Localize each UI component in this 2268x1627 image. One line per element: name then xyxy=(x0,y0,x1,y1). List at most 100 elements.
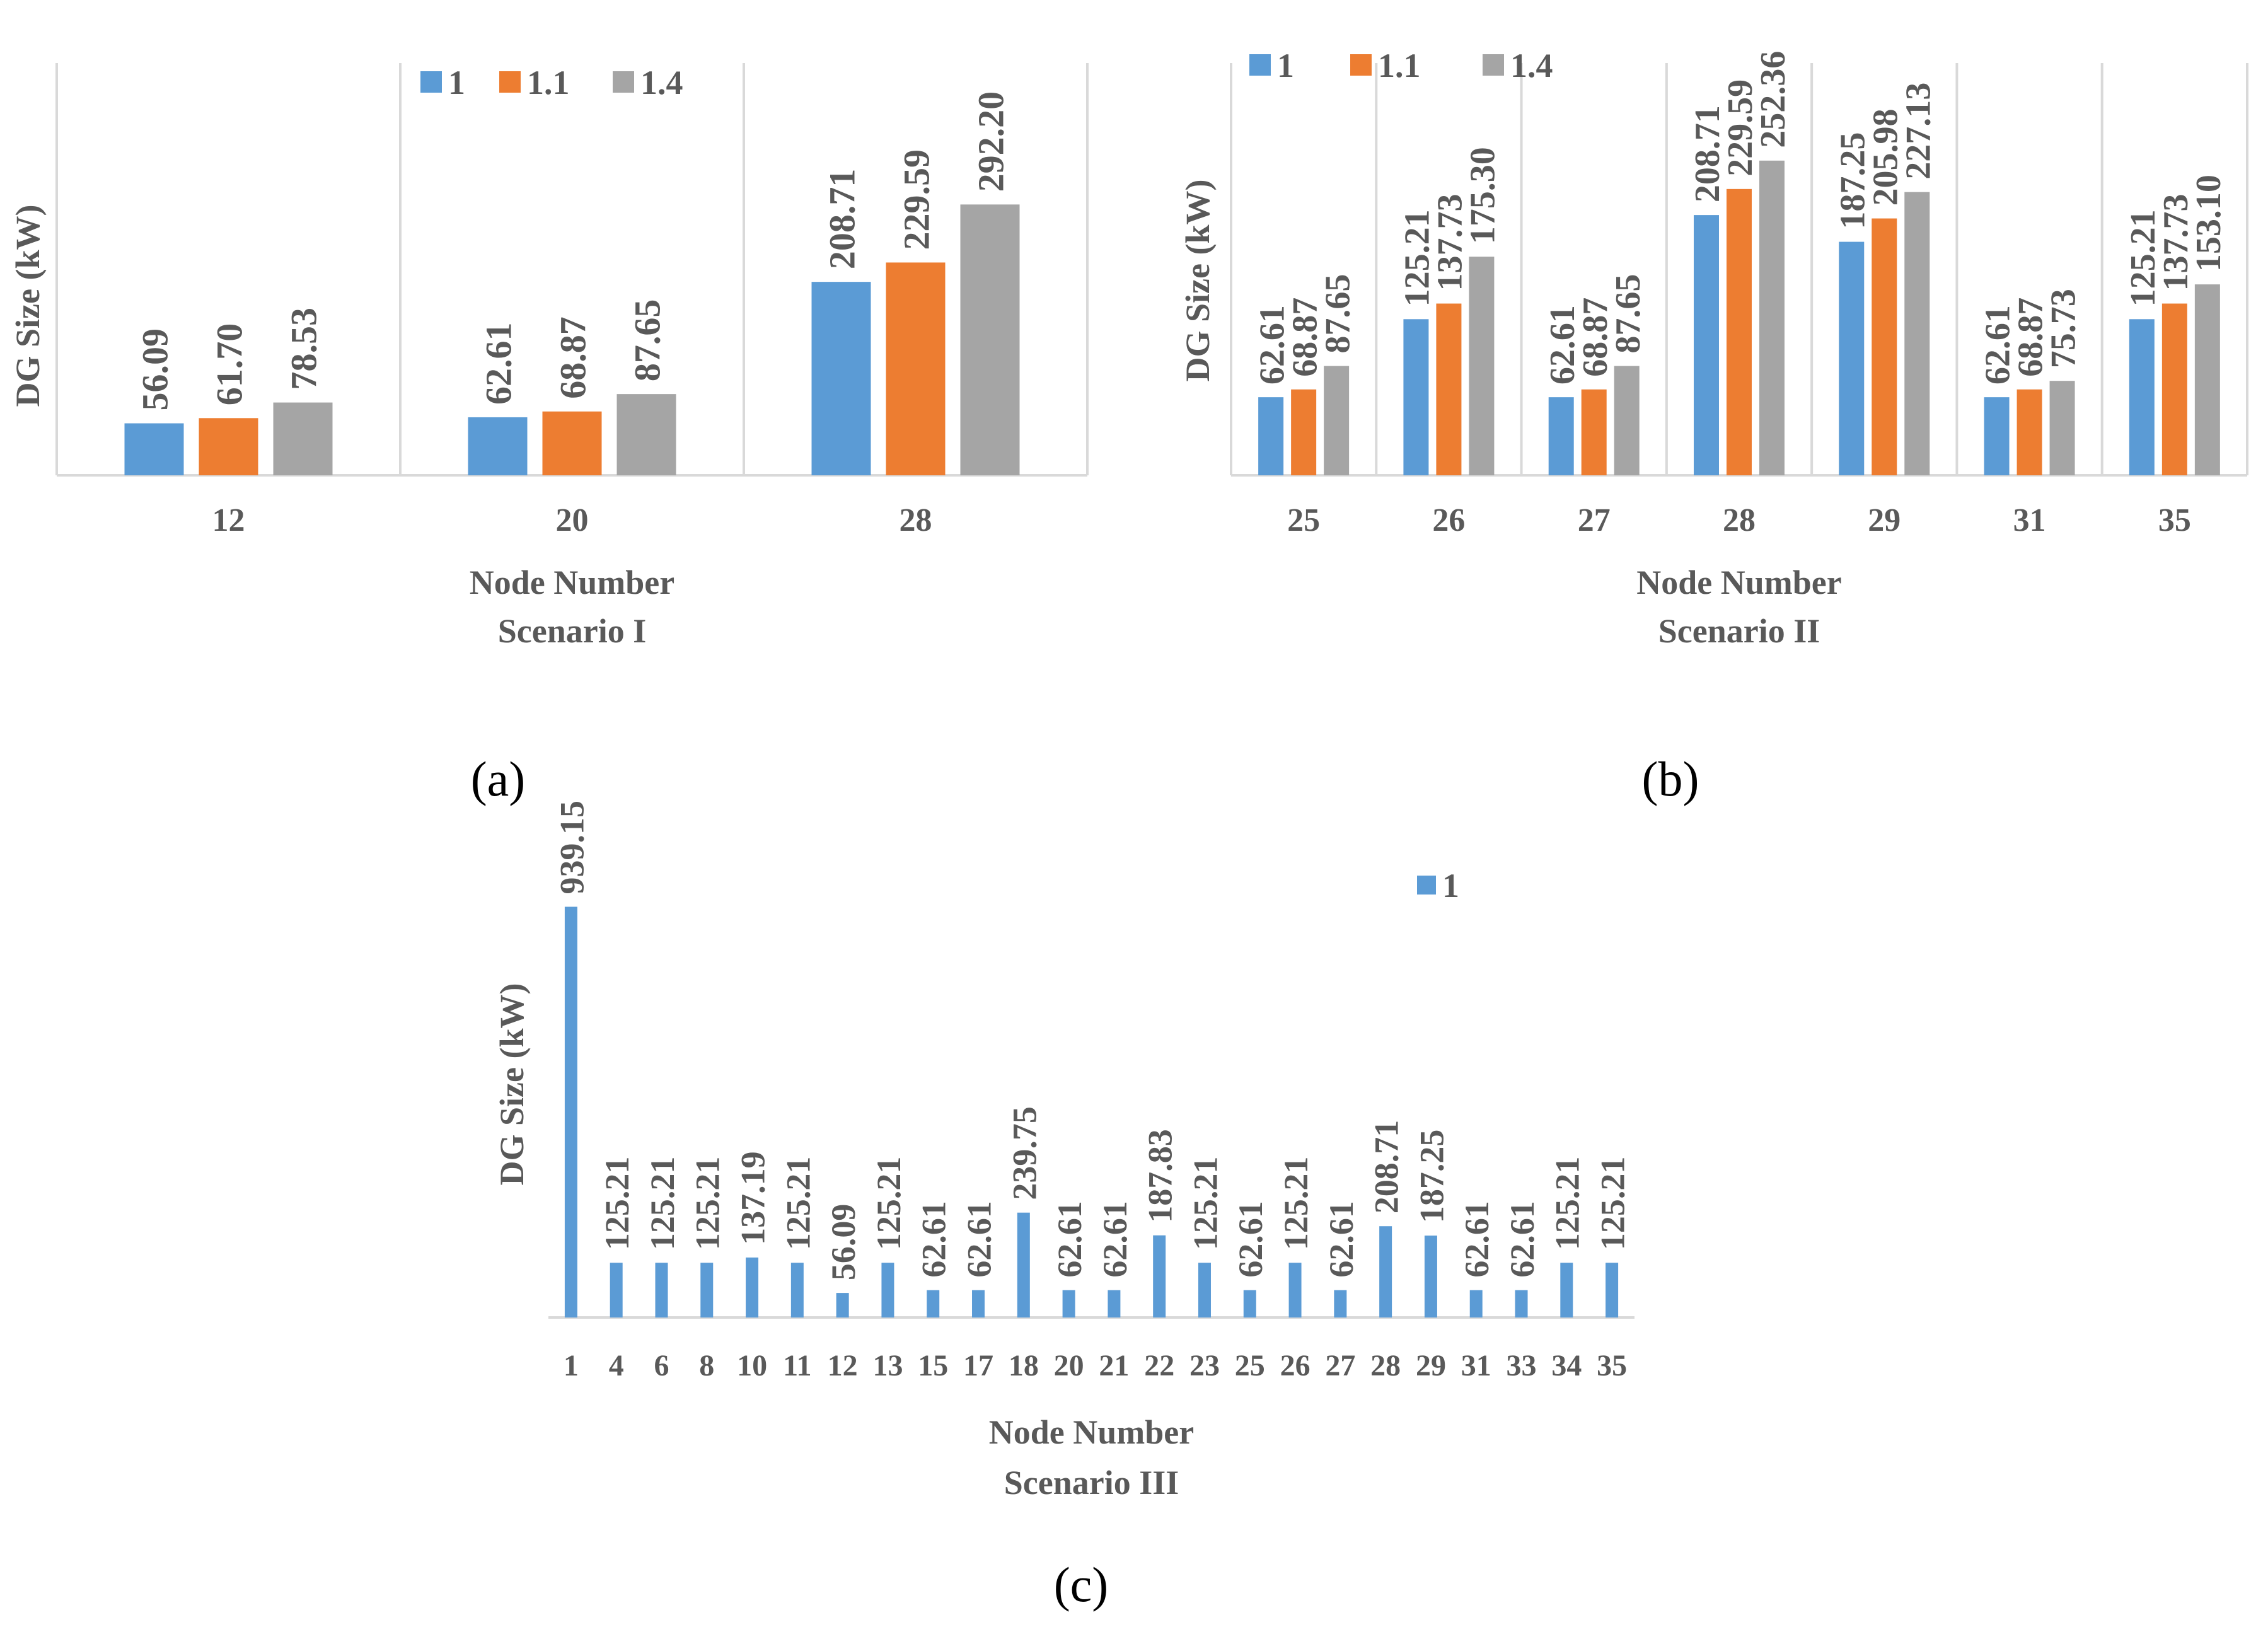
data-label: 62.61 xyxy=(1458,1201,1496,1278)
bar xyxy=(972,1290,985,1317)
data-label: 125.21 xyxy=(1549,1157,1587,1251)
bar xyxy=(1258,397,1284,475)
x-axis-title: Node Number xyxy=(470,564,674,601)
bar xyxy=(1759,160,1785,475)
y-axis-title: DG Size (kW) xyxy=(1179,180,1217,382)
bar xyxy=(199,418,258,475)
bar xyxy=(1017,1212,1030,1317)
bar xyxy=(1560,1263,1573,1317)
category-label: 13 xyxy=(872,1349,903,1382)
bar xyxy=(1469,1290,1483,1317)
bar xyxy=(927,1290,940,1317)
bar xyxy=(790,1263,804,1317)
data-label: 252.36 xyxy=(1754,51,1793,148)
legend-swatch xyxy=(420,71,442,93)
bar xyxy=(1581,389,1607,475)
data-label: 239.75 xyxy=(1005,1106,1043,1200)
figure-caption: (a) xyxy=(471,751,526,806)
data-label: 78.53 xyxy=(283,308,324,390)
bar xyxy=(886,262,946,475)
bar xyxy=(564,906,577,1317)
bar xyxy=(1694,215,1719,475)
data-label: 125.21 xyxy=(779,1157,817,1251)
category-label: 35 xyxy=(2158,502,2191,538)
x-axis-title: Node Number xyxy=(1636,564,1841,601)
legend-label: 1 xyxy=(1442,867,1459,905)
bar xyxy=(1291,389,1317,475)
bar xyxy=(811,282,871,475)
legend-swatch xyxy=(1483,54,1504,76)
bar xyxy=(1324,366,1350,475)
bar xyxy=(1424,1236,1437,1317)
category-label: 4 xyxy=(609,1349,624,1382)
data-label: 187.25 xyxy=(1833,132,1872,229)
data-label: 125.21 xyxy=(1277,1157,1315,1251)
bar xyxy=(1243,1290,1256,1317)
bar xyxy=(1515,1290,1528,1317)
legend: 1 1.1 1.4 xyxy=(1249,47,1553,84)
legend-label: 1 xyxy=(448,64,465,101)
data-label: 68.87 xyxy=(1576,298,1615,377)
category-label: 1 xyxy=(564,1349,579,1382)
category-label: 18 xyxy=(1009,1349,1039,1382)
bar xyxy=(1904,192,1930,475)
category-label: 8 xyxy=(699,1349,714,1382)
bar xyxy=(1606,1263,1619,1317)
data-label: 292.20 xyxy=(970,91,1011,192)
data-label: 125.21 xyxy=(870,1157,908,1251)
bar xyxy=(2161,303,2187,475)
legend-label: 1.4 xyxy=(640,64,683,101)
category-label: 15 xyxy=(918,1349,948,1382)
bar xyxy=(1198,1263,1211,1317)
chart-subtitle: Scenario III xyxy=(1004,1464,1179,1502)
bar xyxy=(1288,1263,1302,1317)
data-label: 62.61 xyxy=(1322,1201,1360,1278)
data-label: 61.70 xyxy=(209,323,250,406)
data-label: 125.21 xyxy=(1398,209,1437,306)
category-label: 23 xyxy=(1189,1349,1220,1382)
bar xyxy=(1839,241,1865,475)
category-label: 31 xyxy=(1461,1349,1491,1382)
data-label: 125.21 xyxy=(2124,209,2163,306)
category-label: 29 xyxy=(1868,502,1901,538)
bar xyxy=(746,1257,759,1317)
bar xyxy=(1872,218,1897,475)
data-label: 153.10 xyxy=(2189,175,2228,272)
data-label: 125.21 xyxy=(1186,1157,1224,1251)
data-label: 62.61 xyxy=(1543,305,1582,385)
bar xyxy=(2194,284,2220,475)
bar xyxy=(1062,1290,1075,1317)
category-label: 25 xyxy=(1235,1349,1265,1382)
data-label: 229.59 xyxy=(1721,79,1760,177)
data-label: 75.73 xyxy=(2044,289,2083,368)
data-label: 56.09 xyxy=(134,328,175,411)
bar xyxy=(1727,188,1752,475)
legend-label: 1.1 xyxy=(1378,47,1421,84)
category-label: 35 xyxy=(1597,1349,1627,1382)
bar xyxy=(610,1263,623,1317)
data-label: 62.61 xyxy=(1051,1201,1089,1278)
data-label: 208.71 xyxy=(1688,105,1727,202)
category-label: 26 xyxy=(1280,1349,1310,1382)
legend-swatch xyxy=(1417,876,1436,895)
bar xyxy=(2016,389,2042,475)
data-label: 175.30 xyxy=(1464,147,1503,244)
category-label: 6 xyxy=(654,1349,669,1382)
category-label: 21 xyxy=(1099,1349,1129,1382)
data-label: 208.71 xyxy=(1368,1120,1406,1214)
y-axis-title: DG Size (kW) xyxy=(493,983,531,1186)
bar xyxy=(655,1263,668,1317)
category-label: 10 xyxy=(737,1349,767,1382)
bar xyxy=(1153,1235,1166,1317)
category-label: 12 xyxy=(212,502,245,538)
data-label: 125.21 xyxy=(1594,1157,1632,1251)
data-label: 229.59 xyxy=(896,149,937,250)
category-label: 29 xyxy=(1416,1349,1446,1382)
data-label: 62.61 xyxy=(1096,1201,1134,1278)
bar xyxy=(1469,257,1495,475)
data-label: 87.65 xyxy=(1318,274,1357,354)
category-label: 12 xyxy=(828,1349,858,1382)
legend: 1 xyxy=(1417,867,1459,905)
